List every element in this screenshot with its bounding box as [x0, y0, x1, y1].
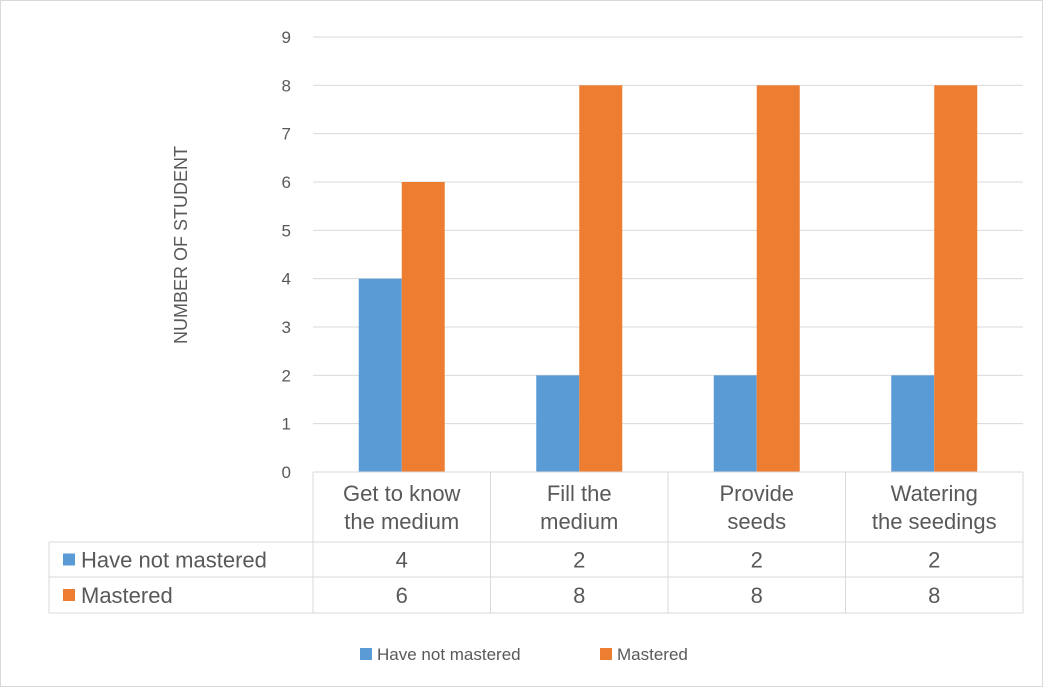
data-table-value: 2 [751, 548, 763, 573]
legend-label: Have not mastered [377, 645, 521, 664]
table-legend-key [63, 553, 75, 566]
bar-mastered [934, 85, 978, 472]
y-tick-label: 5 [282, 221, 291, 240]
x-tick-label: Get to know [343, 481, 461, 506]
legend-label: Mastered [617, 645, 688, 664]
y-tick-label: 7 [282, 125, 291, 144]
y-tick-label: 0 [282, 463, 291, 482]
data-table-value: 4 [396, 548, 408, 573]
legend-key [600, 648, 612, 660]
y-tick-label: 1 [282, 415, 291, 434]
bar-mastered [579, 85, 623, 472]
x-tick-label: Fill the [547, 481, 612, 506]
y-tick-label: 6 [282, 173, 291, 192]
x-tick-label: the medium [344, 509, 459, 534]
x-tick-label: the seedings [872, 509, 997, 534]
data-table-value: 2 [928, 548, 940, 573]
x-tick-label: Watering [891, 481, 978, 506]
bar-have-not-mastered [891, 375, 935, 472]
data-table-value: 8 [928, 583, 940, 608]
x-tick-label: seeds [727, 509, 786, 534]
bar-have-not-mastered [713, 375, 757, 472]
bar-have-not-mastered [358, 278, 402, 472]
data-table-value: 6 [396, 583, 408, 608]
data-table-value: 2 [573, 548, 585, 573]
table-row-label: Have not mastered [81, 548, 267, 573]
y-tick-label: 8 [282, 76, 291, 95]
y-tick-label: 4 [282, 270, 291, 289]
y-tick-label: 3 [282, 318, 291, 337]
y-axis-title: NUMBER OF STUDENT [171, 146, 191, 344]
table-legend-key [63, 589, 75, 601]
x-tick-label: medium [540, 509, 618, 534]
y-tick-label: 2 [282, 366, 291, 385]
table-row-label: Mastered [81, 583, 173, 608]
bar-mastered [401, 182, 445, 472]
x-tick-label: Provide [719, 481, 794, 506]
data-table-value: 8 [751, 583, 763, 608]
data-table-value: 8 [573, 583, 585, 608]
bar-mastered [756, 85, 800, 472]
legend-key [360, 648, 372, 660]
bar-have-not-mastered [536, 375, 580, 472]
y-tick-label: 9 [282, 28, 291, 47]
